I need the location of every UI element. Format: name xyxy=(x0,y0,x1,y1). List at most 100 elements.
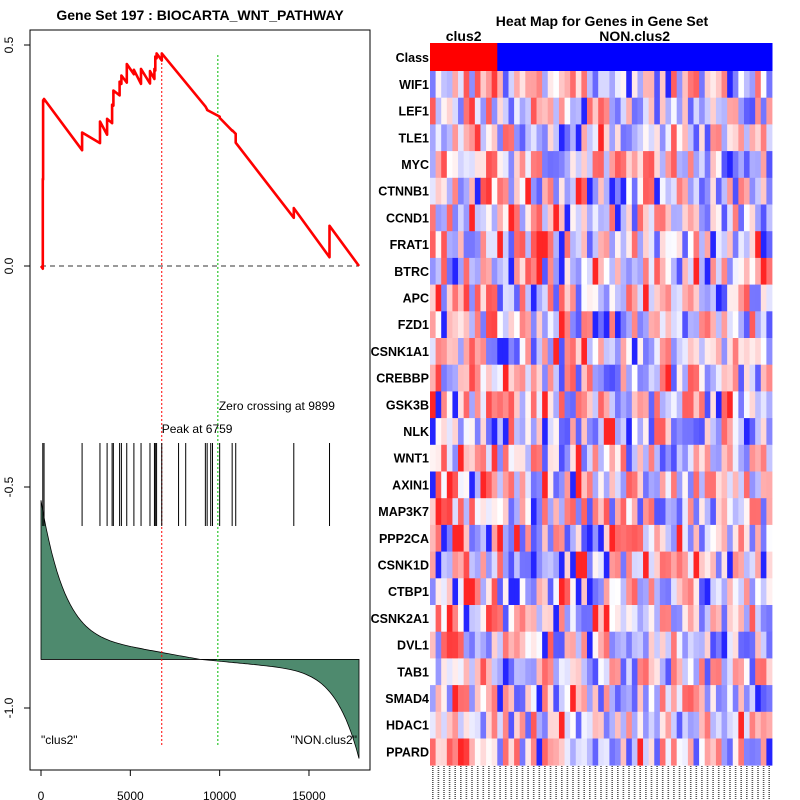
heatmap-cell xyxy=(721,311,728,339)
heatmap-cell xyxy=(486,498,493,526)
heatmap-cell xyxy=(452,685,459,713)
heatmap-cell xyxy=(749,177,756,205)
heatmap-cell xyxy=(525,204,532,232)
heatmap-cell xyxy=(676,524,683,552)
heatmap-cell xyxy=(586,311,593,339)
heatmap-cell xyxy=(671,284,678,312)
heatmap-cell xyxy=(743,551,750,579)
heatmap-cell xyxy=(699,551,706,579)
heatmap-cell xyxy=(620,364,627,392)
heatmap-cell xyxy=(659,658,666,686)
heatmap-cell xyxy=(676,685,683,713)
heatmap-cell xyxy=(598,685,605,713)
heatmap-cell xyxy=(570,631,577,659)
heatmap-cell xyxy=(558,204,565,232)
heatmap-cell xyxy=(648,738,655,766)
heatmap-cell xyxy=(732,685,739,713)
heatmap-cell xyxy=(603,551,610,579)
heatmap-cell xyxy=(491,498,498,526)
heatmap-cell xyxy=(480,177,487,205)
heatmap-cell xyxy=(682,658,689,686)
heatmap-cell xyxy=(710,71,717,99)
heatmap-cell xyxy=(760,711,767,739)
heatmap-cell xyxy=(760,658,767,686)
heatmap-cell xyxy=(693,391,700,419)
heatmap-cell xyxy=(502,738,509,766)
heatmap-cell xyxy=(654,658,661,686)
heatmap-cell xyxy=(727,631,734,659)
heatmap-cell xyxy=(620,738,627,766)
heatmap-cell xyxy=(693,631,700,659)
heatmap-cell xyxy=(570,311,577,339)
heatmap-cell xyxy=(441,418,448,446)
heatmap-cell xyxy=(682,364,689,392)
heatmap-cell xyxy=(519,231,526,259)
heatmap-cell xyxy=(732,524,739,552)
heatmap-cell xyxy=(654,605,661,633)
heatmap-cell xyxy=(558,151,565,179)
heatmap-cell xyxy=(682,71,689,99)
heatmap-cell xyxy=(592,71,599,99)
heatmap-cell xyxy=(547,418,554,446)
heatmap-cell xyxy=(654,151,661,179)
heatmap-cell xyxy=(542,711,549,739)
heatmap-cell xyxy=(693,471,700,499)
heatmap-cell xyxy=(671,124,678,152)
heatmap-cell xyxy=(699,338,706,366)
heatmap-cell xyxy=(704,418,711,446)
heatmap-cell xyxy=(710,605,717,633)
heatmap-cell xyxy=(536,658,543,686)
heatmap-cell xyxy=(693,338,700,366)
heatmap-cell xyxy=(586,97,593,125)
heatmap-cell xyxy=(581,418,588,446)
heatmap-cell xyxy=(458,124,465,152)
heatmap-cell xyxy=(749,444,756,472)
heatmap-cell xyxy=(749,231,756,259)
heatmap-cell xyxy=(699,284,706,312)
heatmap-cell xyxy=(687,685,694,713)
heatmap-cell xyxy=(637,284,644,312)
heatmap-cell xyxy=(530,685,537,713)
heatmap-cell xyxy=(637,631,644,659)
heatmap-cell xyxy=(564,151,571,179)
heatmap-cell xyxy=(654,284,661,312)
heatmap-cell xyxy=(620,177,627,205)
heatmap-cell xyxy=(648,605,655,633)
heatmap-cell xyxy=(497,418,504,446)
heatmap-cell xyxy=(738,204,745,232)
heatmap-cell xyxy=(721,738,728,766)
heatmap-cell xyxy=(486,524,493,552)
heatmap-cell xyxy=(452,177,459,205)
heatmap-cell xyxy=(491,524,498,552)
heatmap-cell xyxy=(743,471,750,499)
heatmap-cell xyxy=(586,605,593,633)
heatmap-cell xyxy=(446,284,453,312)
heatmap-cell xyxy=(615,364,622,392)
heatmap-cell xyxy=(721,257,728,285)
heatmap-cell xyxy=(766,71,773,99)
heatmap-cell xyxy=(430,284,437,312)
heatmap-cell xyxy=(474,151,481,179)
heatmap-cell xyxy=(760,311,767,339)
heatmap-cell xyxy=(536,124,543,152)
heatmap-cell xyxy=(508,257,515,285)
heatmap-cell xyxy=(676,551,683,579)
gene-label: MAP3K7 xyxy=(378,505,429,519)
heatmap-cell xyxy=(671,605,678,633)
heatmap-cell xyxy=(575,71,582,99)
heatmap-cell xyxy=(755,338,762,366)
heatmap-cell xyxy=(592,284,599,312)
heatmap-cell xyxy=(743,685,750,713)
heatmap-cell xyxy=(542,471,549,499)
heatmap-cell xyxy=(699,631,706,659)
heatmap-cell xyxy=(508,524,515,552)
heatmap-cell xyxy=(547,204,554,232)
heatmap-cell xyxy=(598,231,605,259)
heatmap-cell xyxy=(687,97,694,125)
heatmap-cell xyxy=(519,658,526,686)
heatmap-cell xyxy=(676,338,683,366)
heatmap-cell xyxy=(715,204,722,232)
heatmap-cell xyxy=(486,204,493,232)
heatmap-cell xyxy=(592,204,599,232)
heatmap-cell xyxy=(581,311,588,339)
